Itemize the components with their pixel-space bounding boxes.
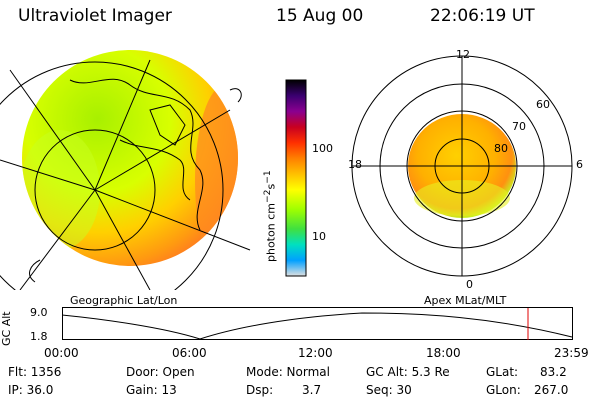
mlt-label-18: 18: [348, 158, 362, 171]
dsp-value: 3.7: [302, 383, 322, 397]
xtick-1800: 18:00: [426, 346, 461, 360]
gain-info: Gain: 13: [126, 383, 177, 397]
flt-info: Flt: 1356: [8, 365, 62, 379]
mode-info: Mode: Normal: [246, 365, 330, 379]
glat-value: 83.2: [540, 365, 567, 379]
ytick-low: 1.8: [30, 330, 48, 343]
time-label: 22:06:19 UT: [430, 6, 535, 26]
colorbar-tick-10: 10: [312, 230, 326, 243]
mlt-label-6: 6: [576, 158, 583, 171]
mlat-label-80: 80: [494, 142, 508, 155]
xtick-0000: 00:00: [44, 346, 79, 360]
colorbar-unit-label: photon cm−2s−1: [262, 170, 278, 262]
altitude-curve: [62, 312, 573, 340]
mlt-label-0: 0: [466, 278, 473, 291]
door-info: Door: Open: [126, 365, 195, 379]
left-panel-label: Geographic Lat/Lon: [70, 294, 178, 307]
glon-value: 267.0: [534, 383, 569, 397]
mlat-label-70: 70: [512, 120, 526, 133]
mlt-label-12: 12: [456, 48, 470, 61]
mlat-label-60: 60: [536, 98, 550, 111]
glat-label: GLat:: [486, 365, 519, 379]
xtick-1200: 12:00: [298, 346, 333, 360]
right-panel-label: Apex MLat/MLT: [424, 294, 507, 307]
gc-alt-info: GC Alt: 5.3 Re: [366, 365, 450, 379]
color-scale-bar: [285, 79, 307, 277]
xtick-0600: 06:00: [172, 346, 207, 360]
app-title: Ultraviolet Imager: [18, 6, 172, 26]
colorbar-tick-100: 100: [312, 142, 333, 155]
dsp-label: Dsp:: [246, 383, 274, 397]
mlat-mlt-polar-plot: [351, 55, 573, 277]
ip-info: IP: 36.0: [8, 383, 54, 397]
date-label: 15 Aug 00: [276, 6, 364, 26]
glon-label: GLon:: [486, 383, 521, 397]
gc-alt-axis-label: GC Alt: [0, 311, 13, 346]
seq-info: Seq: 30: [366, 383, 412, 397]
geographic-image: [0, 50, 251, 290]
lat-lon-grid: [0, 59, 251, 290]
ytick-high: 9.0: [30, 306, 48, 319]
altitude-plot: [62, 307, 573, 340]
xtick-2359: 23:59: [554, 346, 589, 360]
